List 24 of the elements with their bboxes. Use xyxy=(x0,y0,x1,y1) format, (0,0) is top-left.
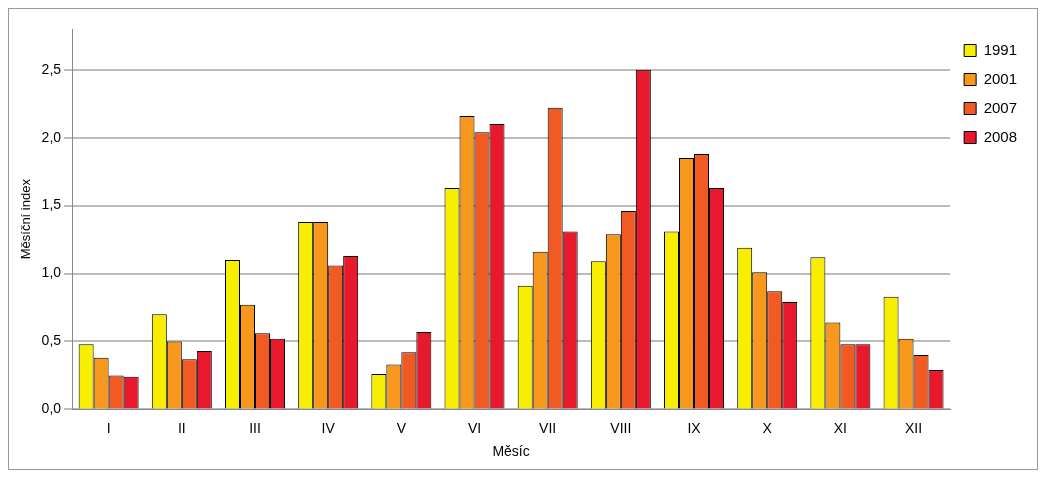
legend-label: 2008 xyxy=(983,127,1018,145)
x-tick-label: XII xyxy=(904,419,923,436)
y-tick-label: 0,0 xyxy=(41,400,62,417)
x-axis-title: Měsíc xyxy=(492,443,530,460)
y-tick-label: 0,5 xyxy=(41,332,62,349)
x-tick-label: V xyxy=(396,419,407,436)
legend-label: 1991 xyxy=(983,40,1018,58)
y-tick-label: 2,0 xyxy=(41,128,62,145)
x-tick-label: II xyxy=(177,419,186,436)
x-tick-label: IV xyxy=(321,419,336,436)
y-axis-title: Měsíční index xyxy=(18,178,34,260)
y-tick-label: 2,5 xyxy=(41,60,62,77)
x-tick-label: I xyxy=(106,419,111,436)
x-tick-label: VII xyxy=(539,419,557,436)
y-tick-label: 1,0 xyxy=(41,264,62,281)
legend-label: 2001 xyxy=(983,69,1018,87)
x-tick-label: VI xyxy=(467,419,482,436)
x-tick-label: X xyxy=(762,419,773,436)
legend-label: 2007 xyxy=(983,98,1018,116)
x-tick-label: XI xyxy=(833,419,847,436)
x-tick-label: IX xyxy=(687,419,702,436)
x-tick-label: VIII xyxy=(610,419,632,436)
x-tick-label: III xyxy=(249,419,261,436)
y-tick-label: 1,5 xyxy=(41,196,62,213)
